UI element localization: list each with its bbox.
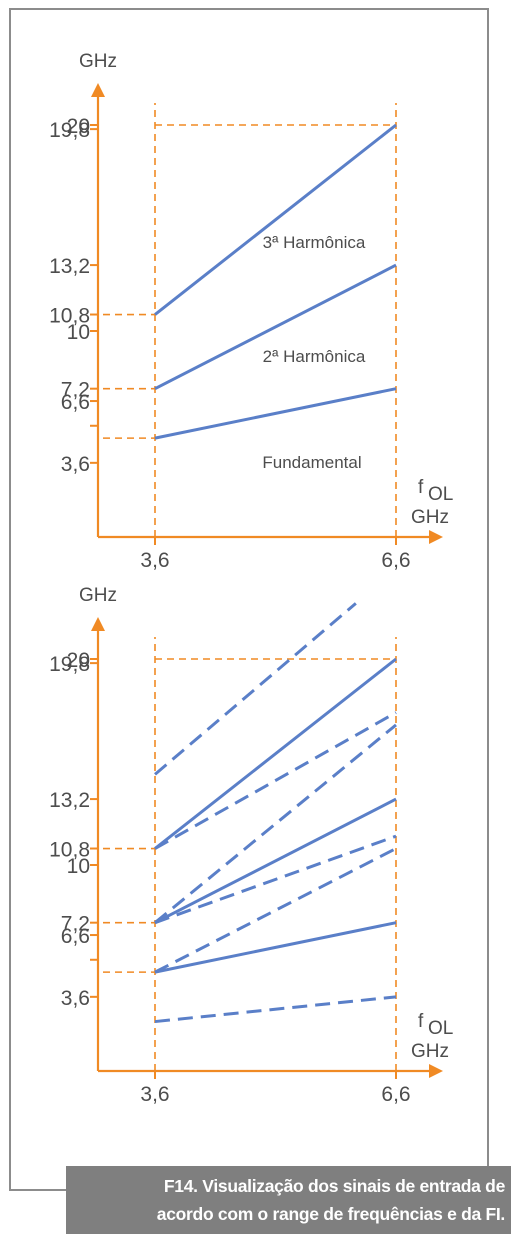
- chart2-y-tick-label-4: 10: [67, 855, 90, 878]
- chart2-y-tick-label-6: 6,6: [61, 925, 90, 948]
- chart1-y-axis-arrow-icon: [91, 83, 105, 97]
- chart2-series-line-4-dashed: [154, 711, 397, 850]
- chart2-series-line-3-dashed: [154, 602, 357, 776]
- chart2-y-tick-label-0: 20: [67, 649, 90, 672]
- chart1-series-label-0: 3ª Harmônica: [263, 233, 366, 252]
- chart2-series-line-8-dashed: [154, 995, 397, 1024]
- chart1-x-axis-arrow-icon: [429, 530, 443, 544]
- chart2-series-line-6-dashed: [154, 834, 397, 925]
- caption-line-2: acordo com o range de frequências e da F…: [156, 1204, 506, 1224]
- caption-line-1: F14. Visualização dos sinais de entrada …: [163, 1176, 505, 1196]
- chart1-x-axis-title-sub: OL: [428, 484, 453, 505]
- chart2-series-line-2: [154, 921, 397, 974]
- chart1-y-tick-label-0: 20: [67, 115, 90, 138]
- chart1-x-tick-label-1: 6,6: [381, 549, 410, 572]
- chart2-x-tick-label-1: 6,6: [381, 1083, 410, 1106]
- chart1-series-line-2: [154, 387, 397, 440]
- chart1-series-label-2: Fundamental: [262, 453, 361, 472]
- chart2-x-axis-title-f: f: [418, 1011, 424, 1032]
- chart1-x-axis-title-unit: GHz: [411, 507, 449, 528]
- chart1-y-tick-label-2: 13,2: [49, 255, 90, 278]
- chart1-y-tick-label-3: 10,8: [49, 305, 90, 328]
- chart2-x-axis-arrow-icon: [429, 1064, 443, 1078]
- chart2-y-tick-label-3: 10,8: [49, 839, 90, 862]
- chart2-series-line-1: [154, 797, 397, 925]
- chart2-y-tick-label-2: 13,2: [49, 789, 90, 812]
- chart2-y-axis-arrow-icon: [91, 617, 105, 631]
- chart2-series-line-0: [154, 657, 397, 850]
- chart1-x-axis-title-f: f: [418, 477, 424, 498]
- chart1-y-axis-title: GHz: [79, 51, 117, 72]
- chart2-y-tick-label-1: 19,8: [49, 653, 90, 676]
- chart1-x-tick-label-0: 3,6: [140, 549, 169, 572]
- chart2-x-axis-title-sub: OL: [428, 1018, 453, 1039]
- chart2-y-tick-label-5: 7,2: [61, 913, 90, 936]
- chart1-y-tick-label-5: 7,2: [61, 379, 90, 402]
- chart1-y-tick-label-1: 19,8: [49, 119, 90, 142]
- chart2-series-line-5-dashed: [154, 723, 397, 924]
- chart2-series-line-7-dashed: [154, 847, 397, 974]
- chart2-x-tick-label-0: 3,6: [140, 1083, 169, 1106]
- chart1-y-tick-label-8: 3,6: [61, 453, 90, 476]
- chart1-series-line-0: [154, 123, 397, 316]
- chart1-series-line-1: [154, 263, 397, 391]
- chart2-y-axis-title: GHz: [79, 585, 117, 606]
- chart1-y-tick-label-4: 10: [67, 321, 90, 344]
- chart2-y-tick-label-8: 3,6: [61, 987, 90, 1010]
- chart1-y-tick-label-6: 6,6: [61, 391, 90, 414]
- chart2-x-axis-title-unit: GHz: [411, 1041, 449, 1062]
- chart1-series-label-1: 2ª Harmônica: [263, 347, 366, 366]
- figure-caption: F14. Visualização dos sinais de entrada …: [66, 1166, 511, 1234]
